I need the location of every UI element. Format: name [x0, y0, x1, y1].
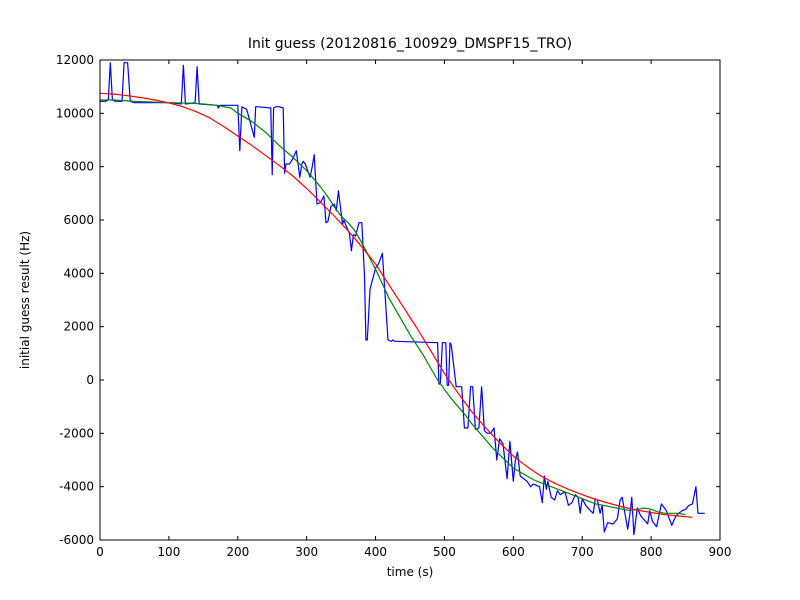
x-tick-label: 200: [226, 545, 249, 559]
x-tick-label: 100: [157, 545, 180, 559]
y-axis-label: initial guess result (Hz): [18, 231, 32, 369]
x-axis-label: time (s): [387, 565, 434, 579]
x-tick-label: 300: [295, 545, 318, 559]
series-line-1: [100, 62, 705, 536]
y-tick-label: -6000: [59, 533, 94, 547]
x-tick-label: 800: [640, 545, 663, 559]
y-tick-label: 6000: [63, 213, 94, 227]
x-tick-label: 400: [364, 545, 387, 559]
x-tick-label: 900: [709, 545, 732, 559]
y-tick-label: 0: [86, 373, 94, 387]
x-tick-label: 700: [571, 545, 594, 559]
y-tick-label: 8000: [63, 160, 94, 174]
x-tick-label: 600: [502, 545, 525, 559]
y-tick-label: 2000: [63, 320, 94, 334]
y-tick-label: -4000: [59, 480, 94, 494]
series-line-3: [99, 92, 693, 518]
series-line-2: [100, 99, 686, 516]
plot-frame: [99, 59, 721, 541]
x-tick-label: 500: [433, 545, 456, 559]
x-tick-label: 0: [96, 545, 104, 559]
ticks-layer: 0 100 200 300 400 500 600 700 800 900 -6000 -4000 -2…: [56, 53, 732, 559]
series-layer: [99, 62, 705, 536]
y-tick-label: 10000: [56, 106, 94, 120]
y-tick-label: -2000: [59, 426, 94, 440]
y-tick-label: 4000: [63, 266, 94, 280]
chart-title: Init guess (20120816_100929_DMSPF15_TRO): [248, 36, 572, 52]
y-tick-label: 12000: [56, 53, 94, 67]
plot-area: [100, 60, 720, 540]
